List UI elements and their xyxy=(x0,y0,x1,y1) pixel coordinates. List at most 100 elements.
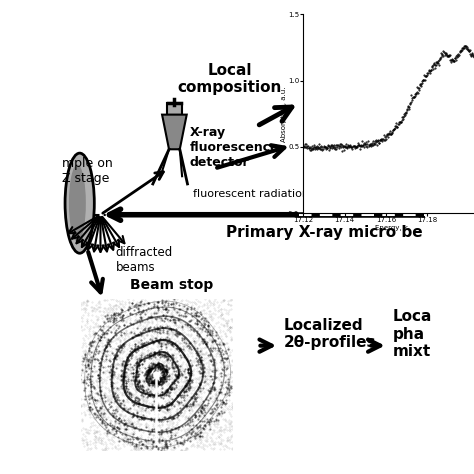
Point xyxy=(111,418,118,426)
Point xyxy=(144,366,151,374)
Point xyxy=(98,394,105,402)
Point xyxy=(150,379,157,387)
Point xyxy=(107,366,114,374)
Point xyxy=(140,308,147,315)
Point xyxy=(172,321,179,329)
Point xyxy=(198,412,205,419)
Point xyxy=(93,315,101,323)
Point xyxy=(220,296,228,303)
Point xyxy=(116,411,124,419)
Point xyxy=(89,337,96,344)
Point xyxy=(119,399,127,407)
Point xyxy=(104,392,111,400)
Point xyxy=(104,323,112,331)
Point xyxy=(180,311,188,319)
Point xyxy=(206,384,214,392)
Point xyxy=(153,309,161,317)
Point xyxy=(122,426,129,433)
Point xyxy=(136,382,144,390)
Point xyxy=(159,359,166,367)
Point xyxy=(89,382,97,390)
Point xyxy=(135,433,143,440)
Point xyxy=(163,386,171,393)
Point xyxy=(86,437,93,445)
Point xyxy=(208,355,216,363)
Point xyxy=(154,383,161,391)
Point xyxy=(224,363,231,371)
Point xyxy=(164,355,172,362)
Point xyxy=(204,340,211,347)
Point xyxy=(156,318,164,325)
Point xyxy=(194,392,202,399)
Point xyxy=(185,396,193,403)
Point xyxy=(120,337,128,344)
Point xyxy=(148,378,155,385)
Point xyxy=(95,428,103,435)
Point xyxy=(144,299,151,306)
Point xyxy=(108,372,115,380)
Point xyxy=(144,374,151,382)
Point xyxy=(193,319,201,326)
Point xyxy=(178,323,185,331)
Point xyxy=(112,364,119,371)
Point xyxy=(158,334,165,341)
Point xyxy=(110,387,118,395)
Point xyxy=(160,371,167,379)
Point xyxy=(169,431,177,439)
Point xyxy=(193,312,201,319)
Point xyxy=(162,436,169,443)
Point xyxy=(179,441,186,448)
Point xyxy=(122,383,129,390)
Point xyxy=(107,347,115,355)
Point xyxy=(218,346,226,354)
Point xyxy=(150,302,157,310)
Point xyxy=(148,313,156,320)
Point xyxy=(208,361,215,369)
Point xyxy=(101,313,109,320)
Point xyxy=(144,368,152,375)
Point xyxy=(209,346,216,354)
Point xyxy=(108,371,115,379)
Point xyxy=(206,376,213,383)
Point xyxy=(91,389,99,397)
Point xyxy=(146,349,154,357)
Point xyxy=(151,350,158,357)
Point xyxy=(174,412,182,419)
Point xyxy=(138,295,146,303)
Point xyxy=(198,345,205,352)
Point xyxy=(110,424,118,431)
Point xyxy=(85,405,92,412)
Point xyxy=(151,350,159,357)
Point xyxy=(214,349,222,356)
Point xyxy=(109,403,116,410)
Point xyxy=(142,371,149,378)
Point xyxy=(219,384,227,392)
Point xyxy=(210,374,218,381)
Point xyxy=(174,442,182,450)
Point xyxy=(139,341,146,348)
Point xyxy=(147,337,155,345)
Point xyxy=(194,303,202,311)
Point xyxy=(147,426,155,434)
Point xyxy=(192,378,200,385)
Point xyxy=(226,420,233,428)
Point xyxy=(86,404,93,411)
Point xyxy=(100,351,107,358)
Point xyxy=(168,380,175,388)
Point xyxy=(155,351,163,358)
Point xyxy=(178,364,185,372)
Point xyxy=(205,388,213,395)
Point xyxy=(136,404,143,412)
Point xyxy=(155,351,163,358)
Point xyxy=(106,307,114,314)
Point xyxy=(138,414,146,422)
Point xyxy=(154,360,162,368)
Point xyxy=(108,309,115,316)
Point xyxy=(171,358,178,366)
Point xyxy=(149,338,156,346)
Point xyxy=(164,329,171,337)
Point xyxy=(109,406,117,413)
Point xyxy=(144,316,151,323)
Point xyxy=(114,335,122,343)
Point xyxy=(115,419,122,427)
